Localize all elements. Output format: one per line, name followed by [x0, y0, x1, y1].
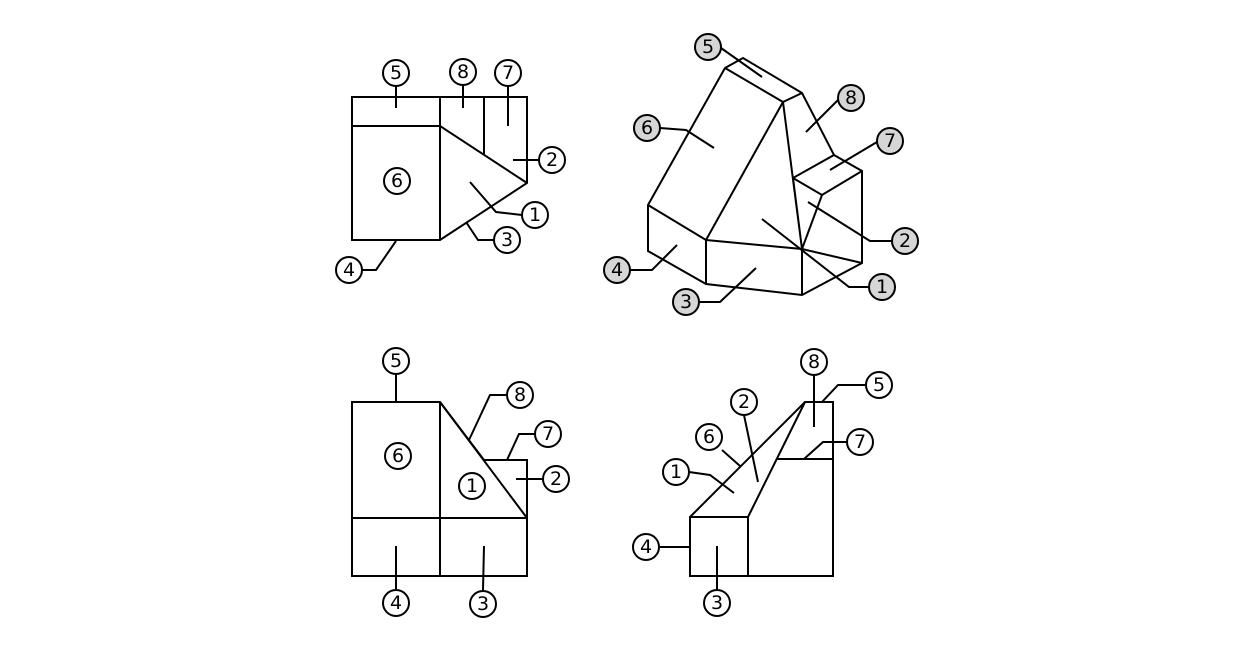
svg-text:6: 6 [641, 117, 653, 139]
svg-text:8: 8 [457, 61, 469, 83]
svg-text:1: 1 [670, 461, 682, 483]
svg-text:6: 6 [392, 445, 404, 467]
iso-callout-1: 1 [868, 273, 896, 301]
iso-callout-2: 2 [891, 227, 919, 255]
side-callout-1: 1 [662, 458, 690, 486]
svg-text:2: 2 [546, 149, 558, 171]
isometric-view: 5 8 6 7 2 4 1 3 [603, 33, 919, 316]
svg-text:5: 5 [702, 36, 714, 58]
callout-1: 1 [521, 201, 549, 229]
svg-text:4: 4 [640, 536, 652, 558]
svg-text:3: 3 [680, 291, 692, 313]
svg-text:2: 2 [899, 230, 911, 252]
svg-text:4: 4 [343, 259, 355, 281]
iso-callout-4: 4 [603, 256, 631, 284]
front-view-edges [352, 401, 528, 576]
svg-text:6: 6 [703, 426, 715, 448]
face-label-6: 6 [383, 167, 411, 195]
front-face-label-1: 1 [458, 472, 486, 500]
front-callout-2: 2 [542, 465, 570, 493]
iso-callout-5: 5 [694, 33, 722, 61]
callout-7: 7 [494, 59, 522, 87]
callout-5: 5 [382, 59, 410, 87]
svg-text:3: 3 [501, 229, 513, 251]
side-callout-3: 3 [703, 589, 731, 617]
svg-text:8: 8 [845, 87, 857, 109]
svg-text:8: 8 [808, 351, 820, 373]
iso-callout-6: 6 [633, 114, 661, 142]
iso-callout-7: 7 [876, 127, 904, 155]
side-view-outline [689, 401, 834, 577]
svg-text:4: 4 [611, 259, 623, 281]
front-callout-8: 8 [506, 381, 534, 409]
callout-8: 8 [449, 58, 477, 86]
svg-text:1: 1 [876, 276, 888, 298]
svg-text:1: 1 [466, 475, 478, 497]
callout-4: 4 [335, 256, 363, 284]
side-callout-2: 2 [730, 388, 758, 416]
svg-text:5: 5 [390, 62, 402, 84]
svg-text:7: 7 [854, 431, 866, 453]
front-callout-7: 7 [534, 420, 562, 448]
svg-text:7: 7 [884, 130, 896, 152]
svg-text:7: 7 [502, 62, 514, 84]
front-face-label-6: 6 [384, 442, 412, 470]
callout-3: 3 [493, 226, 521, 254]
side-callout-8: 8 [800, 348, 828, 376]
side-callout-6: 6 [695, 423, 723, 451]
svg-text:6: 6 [391, 170, 403, 192]
top-view: 5 8 7 2 1 3 4 6 [335, 58, 566, 284]
side-view: 8 5 2 6 7 1 4 3 [632, 348, 893, 617]
svg-text:7: 7 [542, 423, 554, 445]
svg-text:3: 3 [477, 593, 489, 615]
iso-outline [647, 56, 863, 297]
svg-text:3: 3 [711, 592, 723, 614]
side-callout-7: 7 [846, 428, 874, 456]
svg-text:1: 1 [529, 204, 541, 226]
top-view-edges [352, 97, 528, 240]
svg-text:2: 2 [738, 391, 750, 413]
side-callout-5: 5 [865, 371, 893, 399]
svg-text:5: 5 [390, 350, 402, 372]
callout-2: 2 [538, 146, 566, 174]
iso-edges [647, 67, 863, 295]
svg-text:4: 4 [390, 592, 402, 614]
front-view: 5 8 7 2 4 3 6 1 [351, 347, 570, 618]
svg-text:2: 2 [550, 468, 562, 490]
top-view-outline [351, 96, 528, 241]
front-callout-4: 4 [382, 589, 410, 617]
svg-text:5: 5 [873, 374, 885, 396]
svg-text:8: 8 [514, 384, 526, 406]
front-callout-3: 3 [469, 590, 497, 618]
side-callout-4: 4 [632, 533, 660, 561]
front-callout-5: 5 [382, 347, 410, 375]
iso-callout-8: 8 [837, 84, 865, 112]
iso-callout-3: 3 [672, 288, 700, 316]
